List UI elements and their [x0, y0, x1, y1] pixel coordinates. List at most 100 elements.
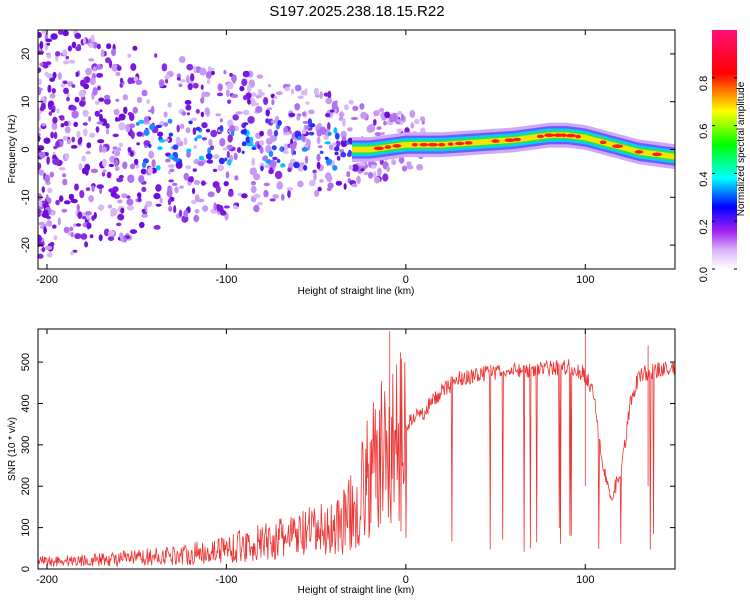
spectrogram-peak [553, 133, 564, 137]
snr-ylabel: SNR (10 * v/v) [7, 417, 18, 481]
spectrogram-cell [319, 91, 324, 99]
spectrogram-cell [130, 131, 135, 140]
spectrogram-cell [52, 224, 57, 229]
spectrogram-cell [81, 155, 86, 162]
spectrogram-cell [325, 113, 331, 118]
spectrogram-cell [155, 165, 161, 171]
spectrogram-cell [84, 241, 89, 248]
spectrogram-cell [206, 79, 211, 85]
spectrogram-cell [373, 171, 377, 179]
spectrogram-cell [71, 41, 77, 49]
spectrogram-cell [55, 199, 60, 206]
spectrogram-cell [335, 140, 341, 147]
spectrogram-peak [427, 142, 438, 147]
spectrogram-cell [46, 156, 50, 165]
spectrogram-cell [356, 175, 361, 185]
spectrogram-cell [198, 155, 204, 161]
spectrogram-cell [301, 134, 306, 143]
spectrogram-cell [123, 237, 127, 243]
spectrogram-ytick-label: 10 [20, 96, 32, 108]
spectrogram-cell [296, 115, 301, 121]
spectrogram-cell [268, 150, 274, 157]
spectrogram-cell [217, 83, 223, 92]
spectrogram-cell [38, 87, 42, 96]
spectrogram-cell [333, 127, 338, 134]
spectrogram-cell [201, 137, 207, 141]
spectrogram-cell [373, 119, 377, 126]
snr-series-line [38, 331, 675, 568]
spectrogram-peak [565, 133, 577, 138]
spectrogram-cell [192, 187, 196, 195]
spectrogram-cell [172, 144, 179, 150]
spectrogram-cell [237, 147, 242, 153]
spectrogram-cell [63, 120, 69, 127]
spectrogram-cell [76, 204, 80, 212]
spectrogram-cell [251, 147, 257, 150]
spectrogram-cell [174, 186, 179, 194]
spectrogram-cell [207, 191, 215, 198]
spectrogram-cell [38, 162, 42, 170]
spectrogram-cell [105, 123, 110, 129]
spectrogram-cell [38, 254, 43, 258]
spectrogram-cell [319, 126, 327, 135]
spectrogram-cell [195, 126, 201, 131]
spectrogram-cell [161, 63, 168, 72]
spectrogram-cell [135, 79, 143, 86]
spectrogram-cell [334, 146, 340, 152]
spectrogram-cell [62, 135, 68, 141]
spectrogram-cell [167, 170, 171, 175]
spectrogram-cell [105, 57, 111, 64]
spectrogram-cell [179, 185, 184, 189]
spectrogram-cell [65, 56, 70, 60]
spectrogram-cell [280, 163, 286, 168]
spectrogram-cell [193, 145, 197, 149]
spectrogram-cell [301, 129, 307, 135]
spectrogram-peak [536, 134, 544, 139]
spectrogram-cell [386, 165, 390, 172]
spectrogram-cell [197, 198, 205, 203]
spectrogram-cell [212, 168, 218, 173]
snr-ytick-label: 400 [20, 394, 32, 412]
spectrogram-cell [250, 92, 257, 97]
spectrogram-cell [90, 168, 99, 174]
spectrogram-cell [138, 175, 145, 184]
spectrogram-cell [294, 103, 301, 111]
spectrogram-cell [167, 198, 172, 206]
spectrogram-cell [92, 87, 98, 96]
spectrogram-peak [384, 145, 392, 149]
spectrogram-cell [200, 84, 204, 90]
spectrogram-cell [135, 122, 140, 126]
spectrogram-cell [400, 113, 404, 122]
spectrogram-cell [183, 209, 189, 218]
spectrogram-cell [58, 30, 64, 35]
snr-xtick-label: -100 [215, 574, 237, 586]
spectrogram-cell [70, 251, 74, 256]
spectrogram-cell [100, 49, 105, 58]
spectrogram-cell [178, 83, 183, 88]
spectrogram-cell [111, 63, 119, 72]
spectrogram-cell [74, 233, 82, 240]
spectrogram-cell [416, 164, 424, 171]
spectrogram-cell [62, 49, 68, 56]
spectrogram-cell [43, 226, 47, 235]
spectrogram-cell [351, 164, 359, 172]
colorbar-tick-label: 0.0 [698, 267, 710, 282]
spectrogram-cell [118, 174, 124, 179]
spectrogram-cell [232, 76, 236, 84]
spectrogram-cell [89, 234, 94, 239]
spectrogram-cell [195, 109, 200, 114]
spectrogram-cell [73, 121, 79, 127]
spectrogram-cell [193, 179, 201, 186]
spectrogram-cell [200, 180, 206, 186]
spectrogram-cell [384, 111, 391, 119]
spectrogram-cell [272, 194, 279, 199]
spectrogram-cell [64, 126, 71, 134]
spectrogram-cell [139, 221, 145, 229]
spectrogram-cell [51, 122, 58, 130]
spectrogram-cell [53, 145, 58, 150]
spectrogram-peak [455, 141, 465, 146]
spectrogram-cell [213, 202, 217, 211]
spectrogram-cell [326, 187, 332, 192]
spectrogram-cell [70, 198, 78, 204]
spectrogram-cell [38, 136, 41, 140]
